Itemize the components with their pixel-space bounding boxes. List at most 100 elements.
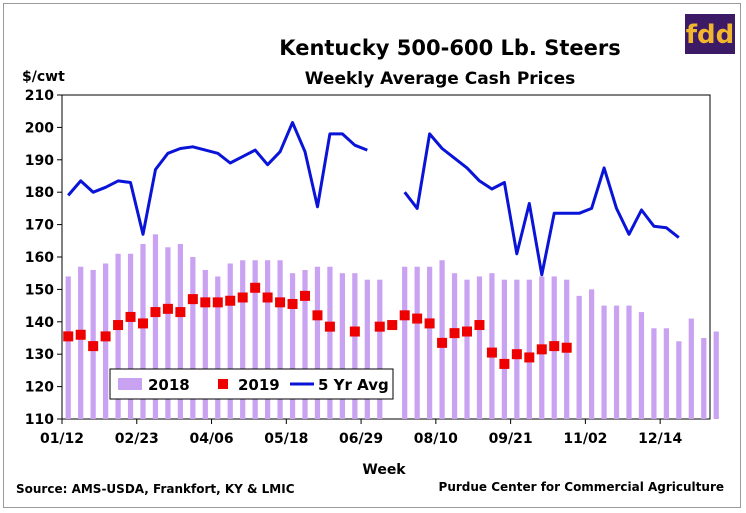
marker-2019 — [125, 311, 136, 322]
marker-2019 — [449, 328, 460, 339]
bar-2018 — [364, 279, 370, 419]
y-tick-label: 180 — [25, 185, 54, 201]
bar-2018 — [302, 269, 308, 419]
bar-2018 — [501, 279, 508, 419]
x-tick-label: 04/06 — [189, 431, 233, 447]
marker-2019 — [499, 358, 510, 369]
marker-2019 — [399, 310, 410, 321]
marker-2019 — [150, 307, 161, 318]
credit-note: Purdue Center for Commercial Agriculture — [439, 480, 724, 494]
bar-2018 — [227, 263, 233, 419]
bar-2018 — [651, 328, 657, 419]
y-tick-label: 160 — [25, 250, 54, 266]
bar-2018 — [489, 273, 495, 419]
bar-2018 — [663, 328, 670, 419]
marker-2019 — [225, 295, 236, 306]
x-tick-label: 11/02 — [563, 431, 607, 447]
marker-2019 — [175, 307, 186, 318]
bar-2018 — [115, 253, 121, 419]
bar-2018 — [252, 260, 258, 419]
bar-2018 — [377, 279, 383, 419]
marker-2019 — [88, 341, 99, 352]
x-tick-label: 01/12 — [40, 431, 84, 447]
chart-frame — [3, 3, 741, 508]
y-tick-label: 200 — [25, 120, 54, 136]
marker-2019 — [75, 329, 86, 340]
marker-2019 — [250, 282, 261, 293]
marker-2019 — [312, 310, 323, 321]
marker-2019 — [200, 297, 211, 308]
bar-2018 — [588, 289, 595, 419]
bar-2018 — [626, 305, 632, 419]
x-tick-label: 05/18 — [264, 431, 308, 447]
bar-2018 — [613, 305, 620, 419]
y-tick-label: 140 — [25, 315, 54, 331]
marker-2019 — [349, 326, 360, 337]
bar-2018 — [713, 331, 719, 419]
x-tick-label: 08/10 — [414, 431, 458, 447]
marker-2019 — [300, 290, 310, 301]
marker-2019 — [511, 349, 522, 360]
marker-2019 — [561, 342, 572, 353]
bar-2018 — [451, 273, 458, 419]
marker-2019 — [412, 313, 423, 324]
y-tick-label: 170 — [25, 218, 54, 234]
bar-2018 — [688, 318, 694, 419]
legend-swatch-2018 — [118, 378, 142, 390]
marker-2019 — [424, 318, 435, 329]
marker-2019 — [162, 303, 173, 314]
logo-text: fdd — [686, 20, 735, 50]
bar-2018 — [464, 279, 470, 419]
y-tick-label: 120 — [25, 380, 54, 396]
bar-2018 — [701, 338, 707, 419]
bar-2018 — [65, 276, 71, 419]
marker-2019 — [536, 344, 547, 355]
bar-2018 — [402, 266, 408, 419]
bar-2018 — [327, 266, 333, 419]
bar-2018 — [177, 244, 184, 419]
bar-2018 — [576, 295, 582, 419]
marker-2019 — [262, 292, 273, 303]
marker-2019 — [138, 318, 148, 329]
bar-2018 — [240, 260, 246, 419]
marker-2019 — [387, 320, 398, 331]
marker-2019 — [524, 352, 535, 363]
x-tick-label: 09/21 — [489, 431, 533, 447]
chart-subtitle: Weekly Average Cash Prices — [305, 69, 575, 89]
bar-2018 — [78, 266, 84, 419]
bar-2018 — [676, 341, 682, 419]
y-tick-label: 110 — [25, 412, 54, 428]
marker-2019 — [187, 294, 198, 305]
brand-logo: fdd — [685, 14, 735, 54]
marker-2019 — [63, 331, 74, 342]
legend-box — [109, 368, 394, 400]
y-tick-label: 190 — [25, 153, 54, 169]
marker-2019 — [212, 297, 223, 308]
marker-2019 — [275, 297, 286, 308]
bar-2018 — [339, 273, 346, 419]
marker-2019 — [374, 321, 385, 332]
y-axis-label: $/cwt — [22, 69, 65, 85]
source-note: Source: AMS-USDA, Frankfort, KY & LMIC — [16, 482, 295, 496]
bar-2018 — [476, 276, 483, 419]
legend-label-2018: 2018 — [148, 376, 190, 394]
bar-2018 — [165, 247, 171, 419]
marker-2019 — [237, 292, 248, 303]
x-tick-label: 12/14 — [638, 431, 682, 447]
chart-title: Kentucky 500-600 Lb. Steers — [279, 36, 620, 60]
y-tick-label: 130 — [25, 347, 54, 363]
legend-label-avg: 5 Yr Avg — [318, 376, 389, 394]
bar-2018 — [190, 257, 196, 419]
y-tick-label: 150 — [25, 282, 54, 298]
bar-2018 — [127, 253, 134, 419]
bar-2018 — [414, 266, 420, 419]
plot-area: 110 120 130 140 150 160 170 180 190 200 210 01/12 02… — [25, 88, 719, 447]
marker-2019 — [474, 320, 485, 331]
marker-2019 — [486, 347, 497, 358]
marker-2019 — [324, 321, 335, 332]
bar-2018 — [277, 260, 283, 419]
legend-label-2019: 2019 — [238, 376, 280, 394]
marker-2019 — [113, 320, 124, 331]
bar-2018 — [314, 266, 321, 419]
